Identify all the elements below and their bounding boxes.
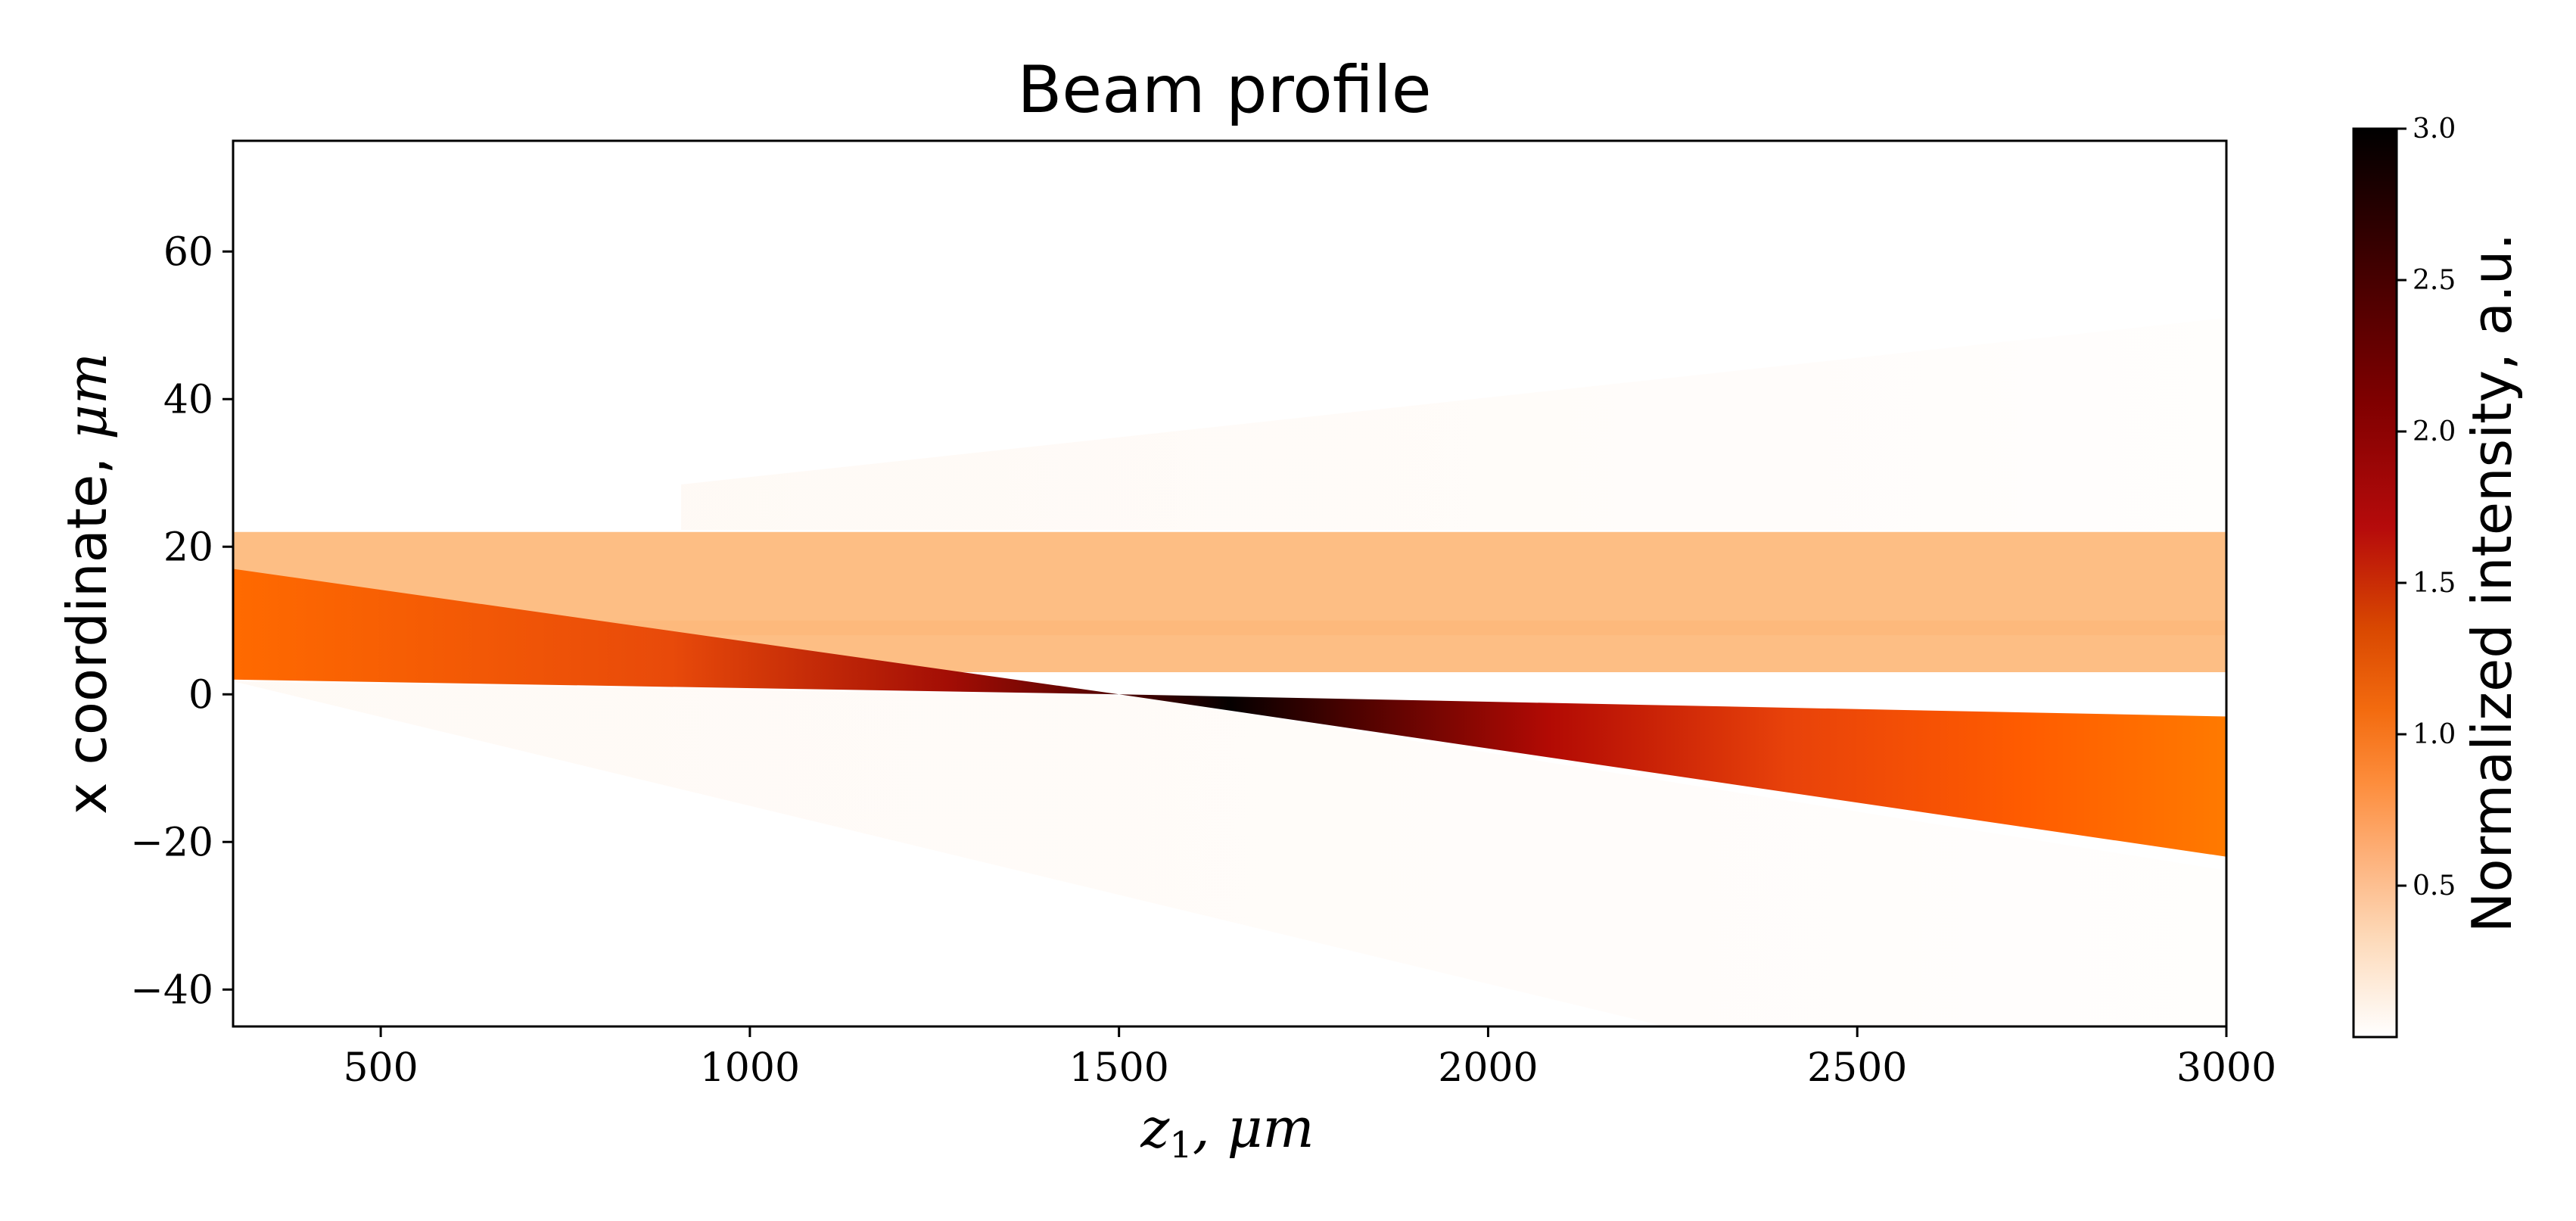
y-tick-label: 20 — [163, 525, 213, 570]
colorbar-ticks: 0.5 1.0 1.5 2.0 2.5 3.0 — [2397, 114, 2456, 902]
x-tick-label: 1000 — [700, 1045, 800, 1091]
x-axis-label: z1, μm — [1140, 1096, 1314, 1166]
y-axis-label: x coordinate, μm — [55, 353, 119, 815]
y-tick-label: −20 — [130, 820, 213, 865]
y-tick-label: −40 — [130, 967, 213, 1013]
x-tick-label: 2500 — [1807, 1045, 1907, 1091]
colorbar-label: Normalized intensity, a.u. — [2460, 233, 2524, 933]
chart-title: Beam profile — [1017, 52, 1431, 128]
x-axis-label-rest: , μm — [1193, 1096, 1314, 1160]
faint-tail-upper — [681, 318, 2226, 530]
colorbar-tick-label: 3.0 — [2413, 114, 2456, 145]
beam-band-horizontal — [233, 531, 2226, 672]
colorbar-tick-label: 0.5 — [2413, 871, 2456, 902]
colorbar — [2352, 127, 2398, 1039]
x-axis-label-main: z — [1140, 1096, 1170, 1160]
beam-bands — [233, 531, 2226, 857]
x-axis-label-sub: 1 — [1169, 1124, 1193, 1166]
plot-frame — [232, 139, 2228, 1028]
colorbar-tick-label: 1.5 — [2413, 568, 2456, 599]
y-axis: 60 40 20 0 −20 −40 — [130, 229, 233, 1013]
x-tick-label: 3000 — [2176, 1045, 2276, 1091]
y-tick-label: 40 — [163, 377, 213, 422]
y-axis-label-text: x coordinate, — [55, 440, 119, 815]
x-axis: 500 1000 1500 2000 2500 3000 — [343, 1026, 2276, 1091]
x-tick-label: 500 — [343, 1045, 418, 1091]
y-axis-label-unit: μm — [55, 353, 119, 440]
faint-tail-lower — [233, 681, 2226, 1026]
plot-area — [233, 318, 2226, 1026]
y-tick-label: 0 — [188, 672, 213, 718]
beam-band-stripe — [233, 620, 2226, 636]
colorbar-tick-label: 2.0 — [2413, 416, 2456, 447]
colorbar-tick-label: 2.5 — [2413, 265, 2456, 296]
x-tick-label: 1500 — [1069, 1045, 1168, 1091]
beam-band-focused — [233, 568, 2226, 857]
x-tick-label: 2000 — [1438, 1045, 1538, 1091]
colorbar-tick-label: 1.0 — [2413, 719, 2456, 750]
y-tick-label: 60 — [163, 229, 213, 275]
